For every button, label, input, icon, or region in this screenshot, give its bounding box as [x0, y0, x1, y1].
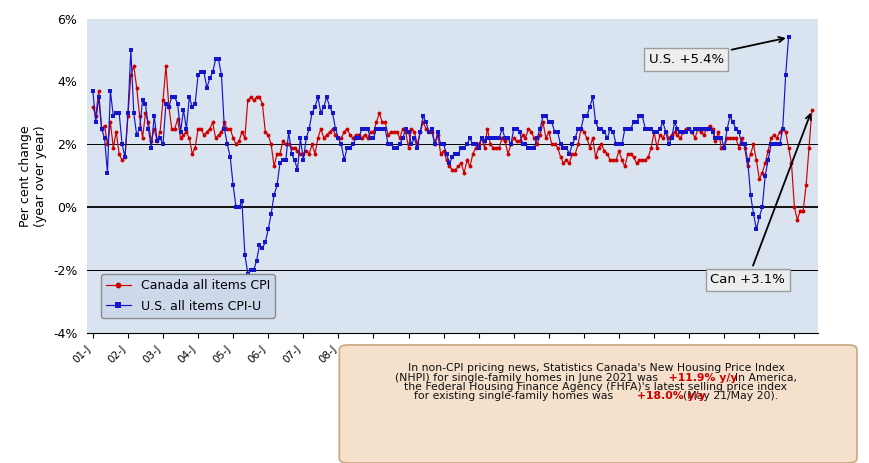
Text: the Federal Housing Finance Agency (FHFA)'s latest selling price index: the Federal Housing Finance Agency (FHFA… — [404, 382, 786, 392]
Text: +11.9% y/y: +11.9% y/y — [454, 373, 736, 383]
U.S. all items CPI-U — [709, 135, 720, 141]
Text: +18.0% y/y: +18.0% y/y — [486, 391, 705, 401]
Line: Canada all items CPI: Canada all items CPI — [90, 64, 813, 222]
Canada all items CPI — [129, 63, 139, 69]
Line: U.S. all items CPI-U: U.S. all items CPI-U — [90, 36, 790, 275]
U.S. all items CPI-U — [202, 85, 212, 91]
Canada all items CPI — [791, 217, 801, 223]
U.S. all items CPI-U — [178, 107, 189, 113]
Legend: Canada all items CPI, U.S. all items CPI-U: Canada all items CPI, U.S. all items CPI… — [101, 274, 275, 318]
Canada all items CPI — [444, 164, 454, 169]
U.S. all items CPI-U — [234, 205, 244, 210]
Canada all items CPI — [105, 119, 116, 125]
Text: U.S. +5.4%: U.S. +5.4% — [648, 37, 783, 66]
U.S. all items CPI-U — [622, 126, 633, 131]
Y-axis label: Per cent change
(year over year): Per cent change (year over year) — [19, 125, 47, 227]
U.S. all items CPI-U — [403, 129, 414, 135]
Text: (NHPI) for single-family homes in June 2021 was                    . In America,: (NHPI) for single-family homes in June 2… — [395, 373, 796, 383]
Text: In non-CPI pricing news, Statistics Canada's New Housing Price Index: In non-CPI pricing news, Statistics Cana… — [407, 363, 784, 374]
Canada all items CPI — [353, 132, 363, 138]
Text: for existing single-family homes was                    (May 21/May 20).: for existing single-family homes was (Ma… — [414, 391, 777, 401]
Canada all items CPI — [88, 104, 98, 109]
X-axis label: Year and month: Year and month — [390, 369, 514, 383]
Canada all items CPI — [344, 132, 355, 138]
Text: Can +3.1%: Can +3.1% — [709, 114, 810, 286]
Canada all items CPI — [435, 151, 446, 156]
U.S. all items CPI-U — [242, 271, 253, 276]
U.S. all items CPI-U — [782, 35, 793, 40]
Canada all items CPI — [806, 107, 816, 113]
Canada all items CPI — [739, 145, 749, 150]
U.S. all items CPI-U — [88, 88, 98, 94]
